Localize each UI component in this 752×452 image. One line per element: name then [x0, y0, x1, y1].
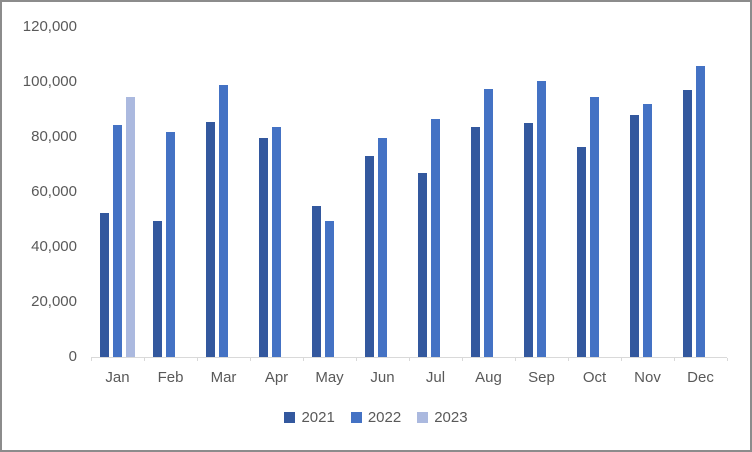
x-tick-label-apr: Apr [264, 369, 289, 386]
x-axis-tick [144, 358, 145, 361]
x-axis-labels: Jan Feb Mar Apr May Jun Jul Aug Sep Oct Nov Dec [91, 369, 727, 386]
legend-swatch-2022 [350, 412, 362, 423]
bar-group-feb [144, 27, 197, 357]
legend-label-2023: 2023 [434, 409, 468, 426]
legend-item-2022: 2022 [350, 409, 402, 426]
x-tick-label-jan: Jan [105, 369, 130, 386]
x-axis-tick [197, 358, 198, 361]
bar-2022-mar [219, 84, 228, 357]
x-tick-label-aug: Aug [475, 369, 502, 386]
bar-2021-nov [630, 115, 639, 357]
bar-2022-sep [537, 80, 546, 357]
bar-2021-mar [206, 121, 215, 357]
x-axis-tick [409, 358, 410, 361]
y-tick-label: 120,000 [22, 18, 77, 35]
bar-2021-aug [471, 127, 480, 357]
x-tick-label-oct: Oct [582, 369, 607, 386]
bar-2022-may [325, 220, 334, 357]
x-axis-tick [674, 358, 675, 361]
legend-swatch-2021 [284, 412, 296, 423]
legend-label-2022: 2022 [367, 409, 402, 426]
legend-item-2021: 2021 [284, 409, 335, 426]
bar-group-dec [674, 27, 727, 357]
y-tick-label: 0 [68, 348, 77, 365]
bar-2021-dec [683, 90, 692, 357]
x-tick-label-feb: Feb [157, 369, 184, 386]
legend-swatch-2023 [417, 412, 429, 423]
bar-2021-apr [259, 138, 268, 357]
bar-2021-jun [365, 156, 374, 357]
bar-2022-feb [166, 131, 175, 357]
bar-group-jul [409, 27, 462, 357]
bar-group-sep [515, 27, 568, 357]
bar-2022-nov [643, 104, 652, 357]
x-axis-tick [356, 358, 357, 361]
y-tick-label: 20,000 [31, 293, 77, 310]
x-axis-tick [621, 358, 622, 361]
legend: 2021 2022 2023 [2, 409, 750, 426]
plot-area [91, 27, 727, 358]
x-axis-tick [91, 358, 92, 361]
x-tick-label-dec: Dec [687, 369, 714, 386]
legend-item-2023: 2023 [417, 409, 468, 426]
bar-group-aug [462, 27, 515, 357]
bar-2021-feb [153, 220, 162, 357]
x-axis-tick [462, 358, 463, 361]
bar-group-apr [250, 27, 303, 357]
y-axis-labels: 0 20,000 40,000 60,000 80,000 100,000 120,000 [2, 18, 82, 365]
x-axis-tick [727, 358, 728, 361]
x-tick-label-mar: Mar [210, 369, 237, 386]
bar-2022-jul [431, 119, 440, 357]
bar-group-mar [197, 27, 250, 357]
bar-group-jun [356, 27, 409, 357]
bar-2023-jan [126, 97, 135, 357]
x-tick-label-sep: Sep [528, 369, 555, 386]
bar-group-oct [568, 27, 621, 357]
bar-2021-jul [418, 172, 427, 357]
bar-2021-sep [524, 123, 533, 357]
bar-2022-apr [272, 127, 281, 357]
bar-2022-jun [378, 138, 387, 357]
x-axis-tick [515, 358, 516, 361]
bar-2022-oct [590, 97, 599, 357]
bar-2021-may [312, 205, 321, 357]
legend-label-2021: 2021 [301, 409, 335, 426]
bar-group-nov [621, 27, 674, 357]
bar-group-may [303, 27, 356, 357]
y-tick-label: 60,000 [31, 183, 77, 200]
x-axis-tick [568, 358, 569, 361]
x-tick-label-jul: Jul [425, 369, 446, 386]
x-axis-tick [303, 358, 304, 361]
bar-2022-aug [484, 88, 493, 357]
bar-group-jan [91, 27, 144, 357]
x-axis-tick [250, 358, 251, 361]
x-tick-label-may: May [315, 369, 344, 386]
bar-2022-dec [696, 65, 705, 357]
x-tick-label-nov: Nov [634, 369, 661, 386]
x-tick-label-jun: Jun [370, 369, 395, 386]
y-tick-label: 100,000 [22, 73, 77, 90]
bar-2021-jan [100, 212, 109, 357]
y-tick-label: 40,000 [31, 238, 77, 255]
bar-2022-jan [113, 124, 122, 357]
y-tick-label: 80,000 [31, 128, 77, 145]
bar-2021-oct [577, 146, 586, 357]
